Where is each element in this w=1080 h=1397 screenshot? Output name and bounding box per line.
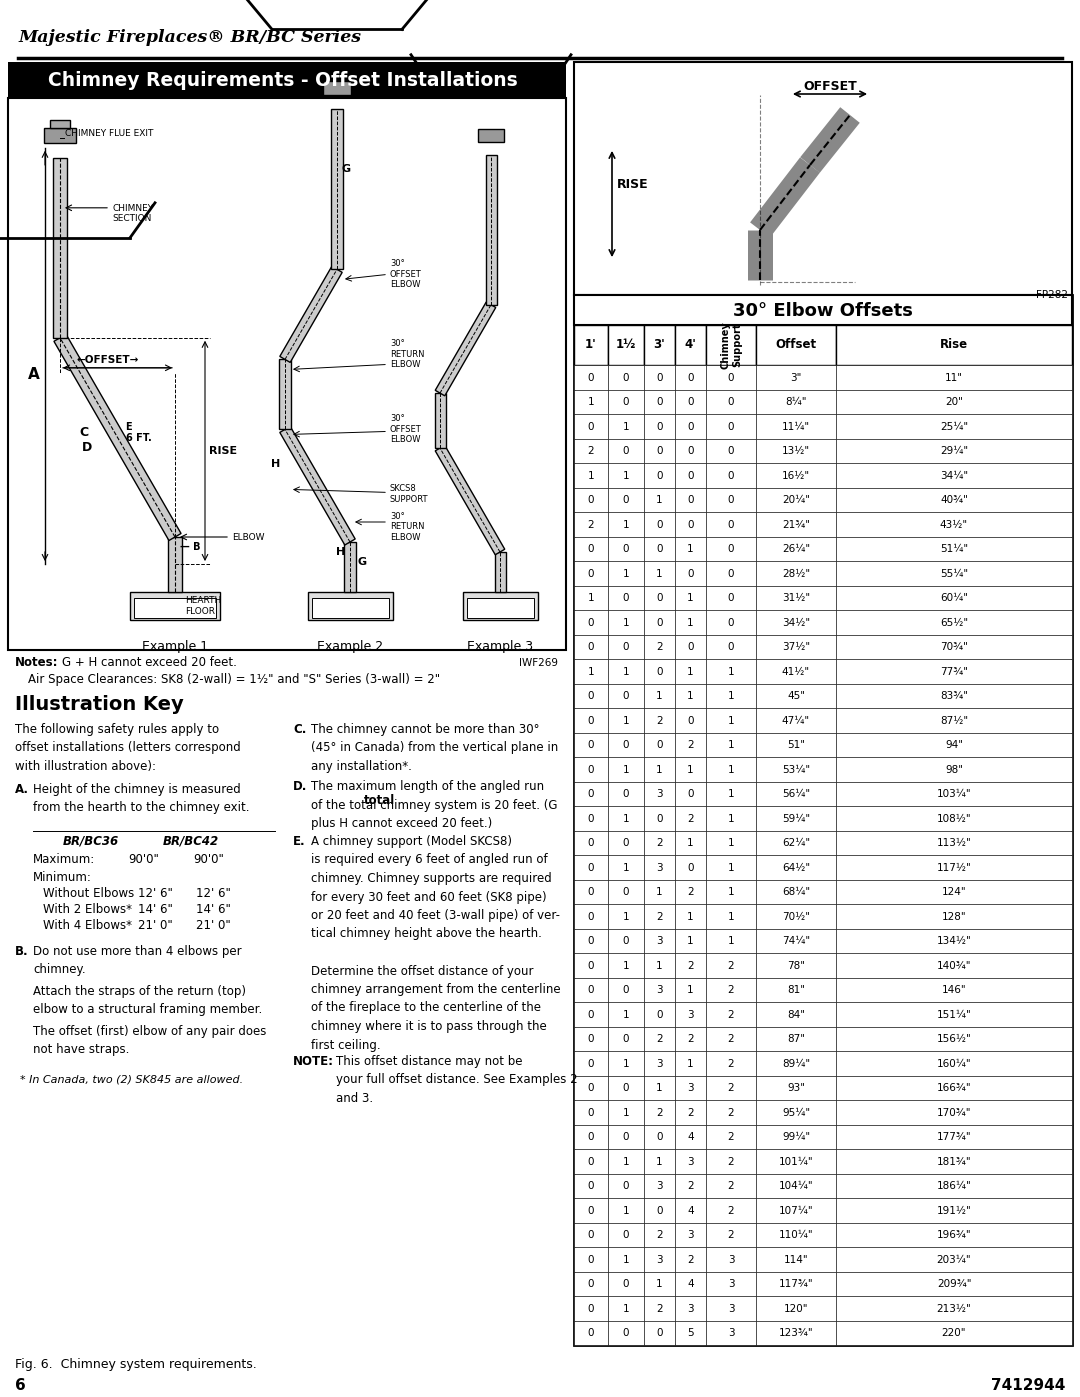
Text: 0: 0 xyxy=(588,422,594,432)
Bar xyxy=(836,1002,1072,1027)
Text: Fig. 6.  Chimney system requirements.: Fig. 6. Chimney system requirements. xyxy=(15,1358,257,1370)
Bar xyxy=(675,953,706,978)
Text: 1: 1 xyxy=(623,1157,630,1166)
Text: 13½": 13½" xyxy=(782,446,810,457)
Bar xyxy=(675,1002,706,1027)
Text: 41½": 41½" xyxy=(782,666,810,676)
Text: 2: 2 xyxy=(728,1034,734,1044)
Text: 40¾": 40¾" xyxy=(940,496,968,506)
Text: A chimney support (Model SKCS8)
is required every 6 feet of angled run of
chimne: A chimney support (Model SKCS8) is requi… xyxy=(311,835,561,1052)
Text: 1: 1 xyxy=(657,692,663,701)
Bar xyxy=(644,610,675,634)
Text: 1: 1 xyxy=(623,961,630,971)
Text: 1: 1 xyxy=(623,520,630,529)
Bar xyxy=(706,365,756,390)
Text: 2: 2 xyxy=(728,961,734,971)
Bar xyxy=(756,585,836,610)
Text: Chimney
Support: Chimney Support xyxy=(720,321,742,369)
Bar xyxy=(573,326,608,365)
Bar xyxy=(836,880,1072,904)
Text: 1: 1 xyxy=(728,813,734,824)
Text: 2: 2 xyxy=(728,1059,734,1069)
Text: 0: 0 xyxy=(687,397,693,408)
Text: 4: 4 xyxy=(687,1132,693,1143)
Bar xyxy=(644,1296,675,1320)
Text: 0: 0 xyxy=(588,1010,594,1020)
Bar xyxy=(573,1320,608,1345)
Polygon shape xyxy=(279,359,291,429)
Text: A: A xyxy=(28,367,40,383)
Bar xyxy=(608,880,644,904)
Bar xyxy=(573,1148,608,1173)
Bar xyxy=(608,929,644,953)
Text: 0: 0 xyxy=(588,1034,594,1044)
Text: 47¼": 47¼" xyxy=(782,715,810,726)
Text: 1: 1 xyxy=(687,838,693,848)
Bar xyxy=(644,830,675,855)
Text: CHIMNEY FLUE EXIT: CHIMNEY FLUE EXIT xyxy=(65,129,153,138)
Bar xyxy=(644,462,675,488)
Text: 55¼": 55¼" xyxy=(940,569,968,578)
Bar xyxy=(675,585,706,610)
Text: 11¼": 11¼" xyxy=(782,422,810,432)
Bar xyxy=(608,1076,644,1099)
Text: 0: 0 xyxy=(588,789,594,799)
Bar xyxy=(644,781,675,806)
Text: 78": 78" xyxy=(787,961,805,971)
Text: C: C xyxy=(79,426,87,439)
Text: 7412944: 7412944 xyxy=(990,1377,1065,1393)
Text: 21¾": 21¾" xyxy=(782,520,810,529)
Text: 0: 0 xyxy=(687,715,693,726)
Text: 1: 1 xyxy=(623,912,630,922)
Text: 0: 0 xyxy=(657,446,663,457)
Bar xyxy=(573,953,608,978)
Text: 0: 0 xyxy=(657,422,663,432)
Text: 113½": 113½" xyxy=(936,838,971,848)
Text: 2: 2 xyxy=(687,813,693,824)
Text: 1: 1 xyxy=(728,692,734,701)
Text: 0: 0 xyxy=(588,1182,594,1192)
Bar xyxy=(756,683,836,708)
Text: 156½": 156½" xyxy=(936,1034,971,1044)
Bar xyxy=(756,880,836,904)
Bar xyxy=(836,708,1072,732)
Bar xyxy=(675,439,706,462)
Bar xyxy=(573,1271,608,1296)
Text: 1': 1' xyxy=(585,338,597,352)
Bar xyxy=(836,1248,1072,1271)
Bar xyxy=(706,1076,756,1099)
Text: 0: 0 xyxy=(657,373,663,383)
Bar xyxy=(836,390,1072,414)
Text: 0: 0 xyxy=(623,1231,630,1241)
Bar xyxy=(608,732,644,757)
Bar xyxy=(573,929,608,953)
Text: 146": 146" xyxy=(942,985,967,995)
Bar xyxy=(44,127,76,142)
Text: 84": 84" xyxy=(787,1010,805,1020)
Bar xyxy=(756,978,836,1002)
Text: 0: 0 xyxy=(657,471,663,481)
Bar xyxy=(836,1222,1072,1248)
Text: 0: 0 xyxy=(623,1182,630,1192)
Text: 0: 0 xyxy=(657,1010,663,1020)
Text: E.: E. xyxy=(293,835,306,848)
Text: 3: 3 xyxy=(728,1303,734,1313)
Bar xyxy=(675,1148,706,1173)
Bar xyxy=(706,929,756,953)
Text: 3": 3" xyxy=(791,373,801,383)
Text: NOTE:: NOTE: xyxy=(293,1055,334,1067)
Bar xyxy=(312,598,389,617)
Text: 114": 114" xyxy=(784,1255,808,1264)
Text: 98": 98" xyxy=(945,764,963,775)
Polygon shape xyxy=(330,109,343,270)
Bar xyxy=(756,708,836,732)
Bar xyxy=(756,830,836,855)
Bar xyxy=(706,1173,756,1199)
Bar xyxy=(608,462,644,488)
Bar xyxy=(644,880,675,904)
Text: * In Canada, two (2) SK845 are allowed.: * In Canada, two (2) SK845 are allowed. xyxy=(21,1076,243,1085)
Bar xyxy=(836,610,1072,634)
Bar xyxy=(756,1148,836,1173)
Bar xyxy=(573,880,608,904)
Text: 177¾": 177¾" xyxy=(936,1132,971,1143)
